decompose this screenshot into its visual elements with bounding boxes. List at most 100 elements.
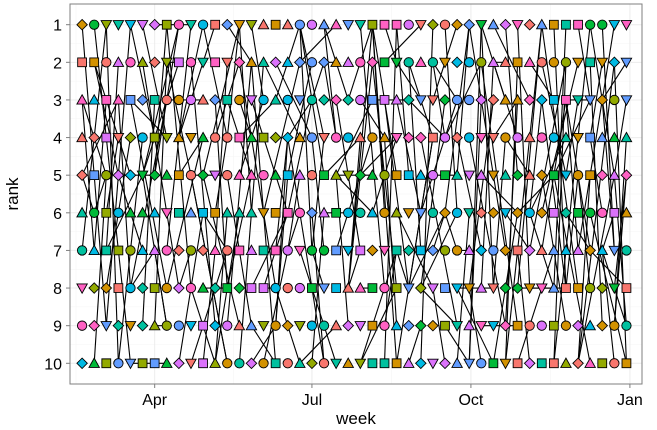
data-point: [209, 319, 221, 332]
data-point: [113, 358, 124, 369]
data-point: [463, 208, 476, 219]
data-point: [318, 206, 330, 218]
data-point: [499, 358, 512, 370]
data-point: [330, 358, 343, 370]
data-point: [198, 320, 208, 331]
data-point: [354, 281, 367, 293]
rank-change-line: [420, 212, 458, 289]
data-point: [367, 283, 378, 293]
data-point: [499, 282, 512, 294]
rank-change-line: [250, 24, 265, 101]
data-point: [112, 132, 125, 144]
data-point: [294, 207, 305, 218]
data-point: [620, 20, 633, 31]
data-point: [160, 357, 173, 368]
data-point: [101, 245, 112, 256]
data-point: [331, 283, 341, 293]
data-point: [100, 282, 113, 294]
data-point: [76, 283, 89, 295]
data-point: [88, 244, 101, 256]
data-point: [245, 20, 258, 31]
data-point: [136, 206, 149, 218]
rank-change-line: [613, 137, 627, 326]
data-point: [379, 320, 390, 331]
data-point: [112, 93, 125, 105]
data-point: [257, 208, 270, 219]
data-point: [439, 245, 451, 256]
data-point: [209, 170, 222, 182]
rank-change-line: [250, 325, 277, 364]
data-point: [281, 56, 294, 67]
data-point: [124, 131, 137, 144]
data-point: [281, 18, 294, 30]
data-point: [596, 131, 609, 143]
rank-change-line: [432, 62, 458, 101]
data-point: [524, 207, 535, 218]
data-point: [367, 95, 378, 105]
data-point: [88, 357, 101, 368]
rank-change-line: [263, 62, 301, 213]
data-point: [560, 320, 572, 331]
rank-change-line: [287, 175, 301, 251]
data-point: [222, 95, 233, 105]
data-point: [451, 94, 463, 106]
data-point: [160, 208, 173, 219]
data-point: [148, 169, 161, 182]
data-point: [306, 170, 318, 181]
data-point: [342, 281, 355, 293]
data-point: [76, 245, 88, 256]
data-point: [609, 207, 620, 218]
data-point: [221, 57, 234, 69]
data-point: [620, 131, 633, 143]
data-point: [113, 207, 124, 218]
rank-change-line: [432, 62, 446, 138]
data-point: [535, 169, 548, 182]
rank-change-line: [335, 137, 373, 251]
data-point: [173, 320, 185, 331]
data-point: [414, 56, 427, 67]
data-point: [173, 244, 185, 257]
rank-change-line: [529, 62, 567, 251]
rank-change-line: [613, 62, 627, 364]
data-point: [258, 245, 269, 256]
data-point: [342, 170, 355, 182]
data-point: [330, 319, 343, 331]
rank-change-line: [178, 250, 192, 289]
data-point: [463, 244, 476, 256]
rank-change-line: [347, 250, 361, 289]
data-point: [330, 169, 343, 180]
data-point: [88, 93, 101, 105]
rank-change-line: [117, 24, 132, 176]
data-point: [125, 95, 136, 105]
data-point: [427, 57, 439, 68]
rank-change-line: [214, 212, 228, 364]
data-point: [463, 170, 476, 182]
data-point: [608, 131, 621, 143]
data-point: [174, 57, 184, 68]
data-point: [306, 357, 318, 370]
data-point: [451, 207, 463, 218]
data-point: [427, 207, 439, 218]
data-point: [402, 208, 415, 219]
data-point: [585, 207, 596, 218]
rank-change-line: [166, 24, 192, 289]
data-point: [161, 19, 172, 30]
data-point: [209, 244, 222, 256]
data-point: [330, 18, 343, 30]
data-point: [137, 358, 148, 369]
data-point: [402, 131, 415, 144]
data-point: [584, 319, 597, 331]
rank-change-line: [359, 287, 398, 364]
data-point: [125, 245, 136, 256]
data-point: [258, 170, 269, 181]
data-point: [596, 169, 609, 182]
rank-change-line: [214, 137, 228, 213]
data-point: [148, 244, 161, 256]
rank-change-line: [420, 287, 458, 327]
rank-change-line: [142, 62, 180, 176]
data-point: [414, 169, 427, 180]
rank-change-line: [589, 212, 627, 364]
data-point: [621, 358, 632, 369]
data-point: [257, 18, 270, 30]
data-point: [487, 321, 500, 332]
